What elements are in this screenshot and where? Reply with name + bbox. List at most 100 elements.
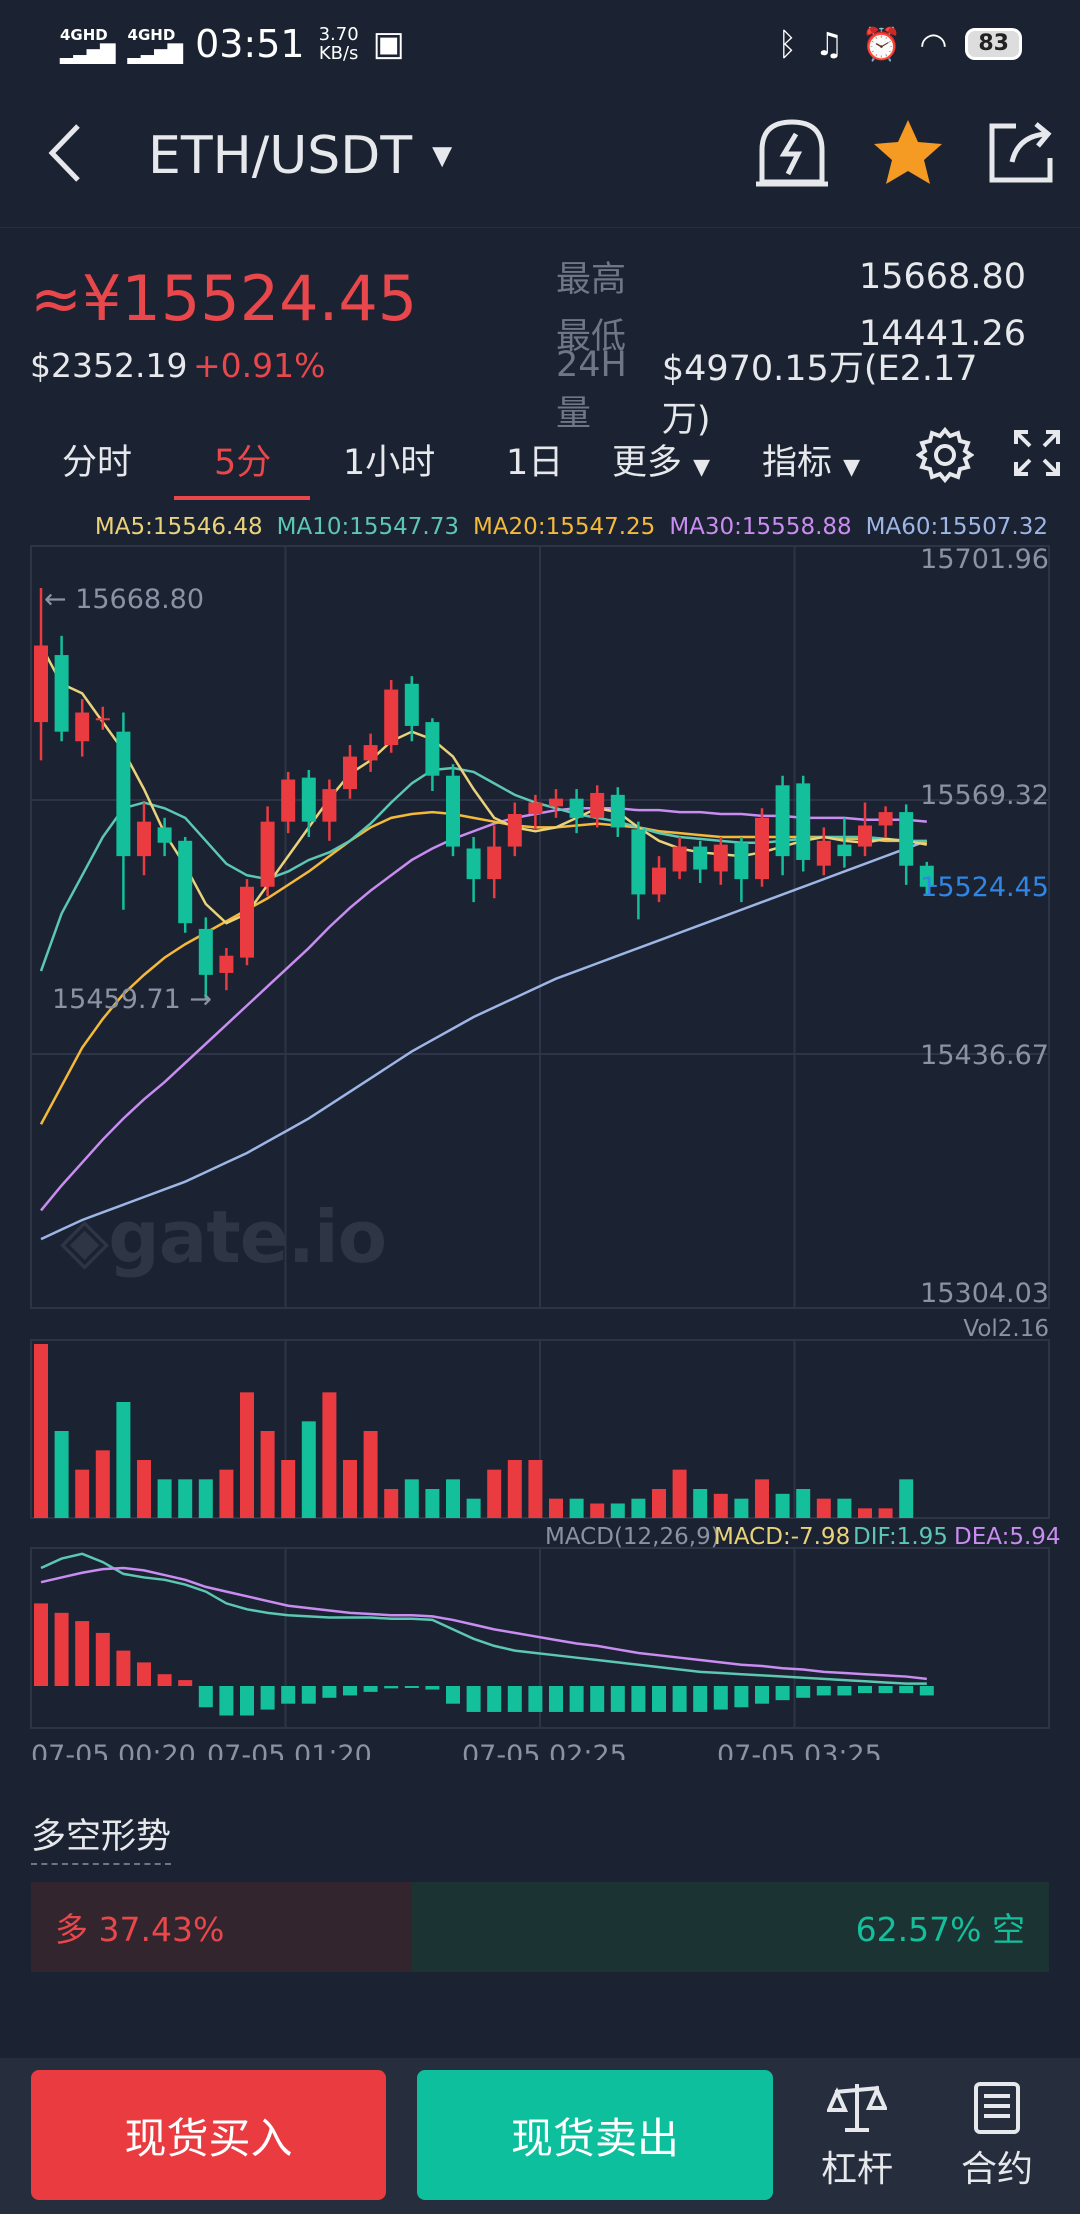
ma20-value: MA20:15547.25 — [472, 514, 656, 540]
favorite-star-icon[interactable] — [868, 112, 948, 192]
volume-bar — [425, 1489, 440, 1518]
macd-hist-bar — [219, 1686, 234, 1716]
macd-hist-bar — [713, 1686, 728, 1710]
dif-line — [40, 1552, 927, 1685]
macd-hist-bar — [137, 1662, 151, 1686]
candle-body — [528, 802, 543, 815]
alert-bell-icon[interactable] — [752, 112, 832, 192]
clock: 03:51 — [195, 22, 305, 66]
candle-body — [95, 718, 110, 721]
kline-chart[interactable]: 15701.96 15569.32 15436.67 15304.03 15524.45… — [0, 540, 1080, 1760]
x-axis-label: 07-05 03:25 — [717, 1740, 882, 1760]
candle-body — [466, 848, 481, 880]
y-axis-label: 15701.96 — [920, 544, 1049, 575]
pair-selector[interactable]: ETH/USDT ▼ — [148, 126, 452, 186]
scale-icon — [827, 2084, 887, 2132]
volume-bar — [713, 1493, 728, 1518]
volume-bar — [240, 1392, 254, 1518]
macd-hist-bar — [878, 1686, 893, 1694]
volume-bar — [384, 1489, 399, 1518]
candle-body — [734, 842, 749, 880]
volume-bar — [116, 1402, 131, 1518]
volume-bar — [54, 1431, 69, 1518]
macd-hist-bar — [95, 1632, 110, 1686]
macd-hist-bar — [54, 1612, 69, 1686]
fullscreen-icon[interactable] — [1012, 428, 1062, 487]
macd-hist-bar — [816, 1686, 831, 1696]
volume-bar — [219, 1469, 234, 1518]
candle-body — [219, 955, 234, 973]
candle-body — [693, 846, 708, 870]
contract-nav[interactable]: 合约 — [942, 2080, 1052, 2192]
share-icon[interactable] — [982, 112, 1062, 192]
macd-hist-bar — [446, 1686, 460, 1704]
stat-row-high: 最高 15668.80 — [556, 256, 1026, 301]
volume-bar — [281, 1460, 296, 1518]
macd-hist-bar — [404, 1686, 419, 1688]
macd-hist-bar — [198, 1686, 213, 1708]
ma30-value: MA30:15558.88 — [669, 514, 852, 540]
alarm-icon: ⏰ — [861, 25, 902, 63]
macd-hist-bar — [528, 1686, 543, 1712]
volume-bar — [198, 1479, 213, 1518]
candle-body — [816, 840, 831, 866]
volume-bar — [301, 1421, 316, 1518]
tab-indicators[interactable]: 指标 ▼ — [762, 443, 861, 483]
high-marker: ← 15668.80 — [44, 584, 204, 615]
tab-1day[interactable]: 1日 — [506, 443, 564, 483]
x-axis-label: 07-05 00:20 — [31, 1740, 196, 1760]
tab-more[interactable]: 更多 ▼ — [612, 443, 711, 483]
chart-grid — [30, 545, 1050, 1729]
bluetooth-icon: ᛒ — [777, 25, 797, 63]
spot-sell-button[interactable]: 现货卖出 — [417, 2070, 773, 2200]
candle-body — [899, 812, 914, 866]
macd-hist-bar — [693, 1686, 708, 1712]
volume-bar — [837, 1498, 852, 1518]
settings-gear-icon[interactable] — [915, 426, 975, 493]
volume-label: Vol2.16 — [963, 1316, 1049, 1342]
candle-body — [281, 779, 296, 822]
timeframe-tabs: 分时 5分 1小时 1日 更多 ▼ 指标 ▼ — [0, 420, 1080, 500]
candle-body — [404, 683, 419, 726]
tab-5min[interactable]: 5分 — [214, 443, 272, 483]
volume-bar — [775, 1493, 790, 1518]
tab-1hour[interactable]: 1小时 — [343, 443, 436, 483]
macd-hist-bar — [363, 1686, 378, 1692]
candle-body — [178, 840, 193, 924]
volume-bar — [899, 1479, 914, 1518]
candle-body — [322, 789, 337, 822]
macd-hist-bar — [260, 1686, 275, 1710]
macd-hist-bar — [672, 1686, 687, 1712]
macd-legend-item: DEA:5.94 — [954, 1524, 1061, 1550]
macd-hist-bar — [75, 1621, 90, 1686]
candle-body — [384, 689, 399, 746]
chevron-down-icon: ▼ — [843, 455, 861, 480]
candle-body — [157, 827, 172, 843]
leverage-nav[interactable]: 杠杆 — [802, 2080, 912, 2192]
tab-timeshare[interactable]: 分时 — [62, 443, 133, 483]
low-marker: 15459.71 → — [52, 984, 212, 1015]
short-share: 62.57% 空 — [412, 1882, 1049, 1972]
last-price-cny: ≈¥15524.45 — [30, 262, 418, 335]
macd-hist-bar — [281, 1686, 296, 1704]
macd-hist-bar — [301, 1686, 316, 1704]
active-tab-indicator — [174, 496, 310, 500]
volume-bar — [796, 1489, 811, 1518]
volume-bar — [693, 1489, 708, 1518]
battery-icon: 83 — [965, 28, 1022, 60]
y-axis-label: 15436.67 — [920, 1040, 1049, 1071]
spot-buy-button[interactable]: 现货买入 — [31, 2070, 386, 2200]
macd-hist-bar — [384, 1686, 399, 1689]
candle-body — [796, 783, 811, 860]
wifi-icon: ◠ — [919, 25, 948, 63]
candle-body — [610, 794, 625, 828]
macd-hist-bar — [899, 1686, 914, 1694]
back-arrow-icon[interactable] — [44, 118, 84, 204]
last-price-usd: $2352.19 — [30, 346, 188, 385]
volume-bar — [466, 1498, 481, 1518]
signal-1: 4GHD ▂▃▅▇ — [60, 26, 116, 64]
volume-bar — [610, 1503, 625, 1518]
bottom-action-bar: 现货买入 现货卖出 杠杆 合约 — [0, 2058, 1080, 2214]
chevron-down-icon: ▼ — [693, 455, 711, 480]
volume-bar — [157, 1479, 172, 1518]
